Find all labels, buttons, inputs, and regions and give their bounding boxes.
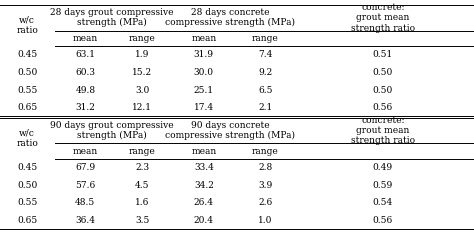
Text: 0.54: 0.54	[373, 198, 393, 207]
Text: 26.4: 26.4	[194, 198, 214, 207]
Text: 25.1: 25.1	[194, 86, 214, 95]
Text: 0.50: 0.50	[373, 86, 393, 95]
Text: 3.5: 3.5	[135, 216, 149, 225]
Text: 90 days concrete
compressive strength (MPa): 90 days concrete compressive strength (M…	[165, 121, 295, 140]
Text: 33.4: 33.4	[194, 163, 214, 172]
Text: 48.5: 48.5	[75, 198, 95, 207]
Text: w/c
ratio: w/c ratio	[16, 128, 38, 148]
Text: 9.2: 9.2	[258, 68, 273, 77]
Text: 0.45: 0.45	[17, 50, 37, 59]
Text: mean: mean	[73, 147, 98, 156]
Text: 67.9: 67.9	[75, 163, 95, 172]
Text: 2.8: 2.8	[258, 163, 273, 172]
Text: 60.3: 60.3	[75, 68, 95, 77]
Text: 0.56: 0.56	[373, 103, 393, 112]
Text: 2.3: 2.3	[135, 163, 149, 172]
Text: 0.59: 0.59	[373, 181, 393, 190]
Text: 0.55: 0.55	[17, 198, 37, 207]
Text: range: range	[252, 147, 279, 156]
Text: 57.6: 57.6	[75, 181, 95, 190]
Text: 0.45: 0.45	[17, 163, 37, 172]
Text: 31.2: 31.2	[75, 103, 95, 112]
Text: 28 days concrete
compressive strength (MPa): 28 days concrete compressive strength (M…	[165, 8, 295, 27]
Text: 30.0: 30.0	[194, 68, 214, 77]
Text: 49.8: 49.8	[75, 86, 95, 95]
Text: 20.4: 20.4	[194, 216, 214, 225]
Text: 12.1: 12.1	[132, 103, 152, 112]
Text: 34.2: 34.2	[194, 181, 214, 190]
Text: range: range	[252, 34, 279, 43]
Text: 0.51: 0.51	[373, 50, 393, 59]
Text: range: range	[129, 147, 155, 156]
Text: 15.2: 15.2	[132, 68, 152, 77]
Text: 90 days grout compressive
strength (MPa): 90 days grout compressive strength (MPa)	[50, 121, 173, 140]
Text: concrete:
grout mean
strength ratio: concrete: grout mean strength ratio	[351, 116, 415, 145]
Text: 31.9: 31.9	[194, 50, 214, 59]
Text: mean: mean	[191, 147, 217, 156]
Text: 2.6: 2.6	[258, 198, 273, 207]
Text: 7.4: 7.4	[258, 50, 273, 59]
Text: 0.65: 0.65	[17, 103, 37, 112]
Text: 1.9: 1.9	[135, 50, 149, 59]
Text: 0.56: 0.56	[373, 216, 393, 225]
Text: 3.0: 3.0	[135, 86, 149, 95]
Text: 1.0: 1.0	[258, 216, 273, 225]
Text: 36.4: 36.4	[75, 216, 95, 225]
Text: 0.50: 0.50	[17, 181, 37, 190]
Text: 17.4: 17.4	[194, 103, 214, 112]
Text: mean: mean	[73, 34, 98, 43]
Text: range: range	[129, 34, 155, 43]
Text: 3.9: 3.9	[258, 181, 273, 190]
Text: 0.49: 0.49	[373, 163, 393, 172]
Text: 6.5: 6.5	[258, 86, 273, 95]
Text: mean: mean	[191, 34, 217, 43]
Text: 0.50: 0.50	[373, 68, 393, 77]
Text: 0.55: 0.55	[17, 86, 37, 95]
Text: 28 days grout compressive
strength (MPa): 28 days grout compressive strength (MPa)	[50, 8, 173, 27]
Text: w/c
ratio: w/c ratio	[16, 16, 38, 35]
Text: 1.6: 1.6	[135, 198, 149, 207]
Text: 0.65: 0.65	[17, 216, 37, 225]
Text: 0.50: 0.50	[17, 68, 37, 77]
Text: 4.5: 4.5	[135, 181, 149, 190]
Text: concrete:
grout mean
strength ratio: concrete: grout mean strength ratio	[351, 3, 415, 33]
Text: 2.1: 2.1	[258, 103, 273, 112]
Text: 63.1: 63.1	[75, 50, 95, 59]
